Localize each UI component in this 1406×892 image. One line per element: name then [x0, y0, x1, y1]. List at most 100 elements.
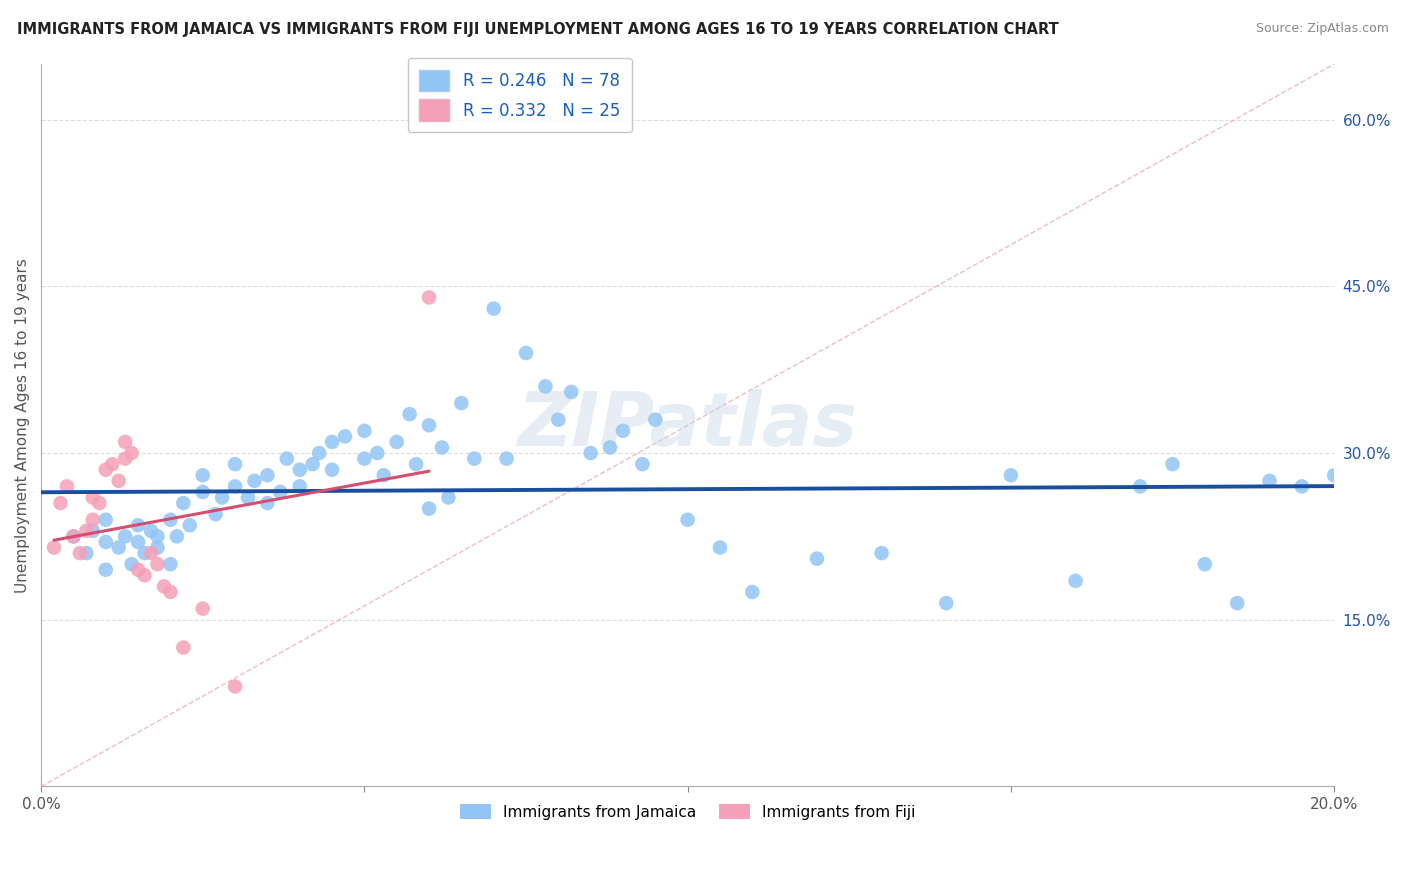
Point — [159, 558, 181, 572]
Y-axis label: Unemployment Among Ages 16 to 19 years: Unemployment Among Ages 16 to 19 years — [15, 258, 30, 592]
Point — [1161, 457, 1184, 471]
Point — [515, 346, 537, 360]
Point — [62, 529, 84, 543]
Point — [159, 585, 181, 599]
Point — [579, 446, 602, 460]
Point — [741, 585, 763, 599]
Point — [288, 463, 311, 477]
Point — [75, 546, 97, 560]
Point — [1000, 468, 1022, 483]
Point — [405, 457, 427, 471]
Point — [547, 413, 569, 427]
Point — [935, 596, 957, 610]
Point — [179, 518, 201, 533]
Point — [107, 474, 129, 488]
Point — [437, 491, 460, 505]
Point — [89, 496, 111, 510]
Point — [107, 541, 129, 555]
Point — [114, 529, 136, 543]
Point — [211, 491, 233, 505]
Point — [612, 424, 634, 438]
Point — [94, 463, 117, 477]
Text: ZIPatlas: ZIPatlas — [517, 389, 858, 462]
Point — [373, 468, 395, 483]
Point — [191, 468, 214, 483]
Point — [75, 524, 97, 538]
Point — [224, 479, 246, 493]
Point — [134, 546, 156, 560]
Point — [166, 529, 188, 543]
Point — [127, 518, 149, 533]
Point — [269, 485, 291, 500]
Point — [153, 579, 176, 593]
Point — [631, 457, 654, 471]
Point — [56, 479, 79, 493]
Point — [288, 479, 311, 493]
Point — [191, 601, 214, 615]
Point — [333, 429, 356, 443]
Point — [94, 563, 117, 577]
Point — [127, 535, 149, 549]
Point — [146, 529, 169, 543]
Point — [62, 529, 84, 543]
Point — [139, 524, 162, 538]
Point — [398, 407, 420, 421]
Point — [94, 535, 117, 549]
Point — [82, 513, 104, 527]
Point — [236, 491, 259, 505]
Point — [121, 558, 143, 572]
Point — [134, 568, 156, 582]
Point — [191, 485, 214, 500]
Point — [172, 640, 194, 655]
Point — [308, 446, 330, 460]
Point — [353, 451, 375, 466]
Point — [82, 524, 104, 538]
Point — [146, 541, 169, 555]
Point — [676, 513, 699, 527]
Point — [49, 496, 72, 510]
Point — [139, 546, 162, 560]
Point — [644, 413, 666, 427]
Point — [495, 451, 517, 466]
Point — [418, 418, 440, 433]
Point — [121, 446, 143, 460]
Point — [560, 384, 582, 399]
Point — [1323, 468, 1346, 483]
Point — [224, 680, 246, 694]
Point — [301, 457, 323, 471]
Point — [430, 441, 453, 455]
Point — [127, 563, 149, 577]
Point — [418, 501, 440, 516]
Point — [114, 451, 136, 466]
Point — [353, 424, 375, 438]
Point — [256, 468, 278, 483]
Point — [204, 507, 226, 521]
Text: IMMIGRANTS FROM JAMAICA VS IMMIGRANTS FROM FIJI UNEMPLOYMENT AMONG AGES 16 TO 19: IMMIGRANTS FROM JAMAICA VS IMMIGRANTS FR… — [17, 22, 1059, 37]
Point — [94, 513, 117, 527]
Point — [463, 451, 485, 466]
Point — [243, 474, 266, 488]
Point — [366, 446, 388, 460]
Point — [276, 451, 298, 466]
Point — [172, 496, 194, 510]
Point — [450, 396, 472, 410]
Point — [69, 546, 91, 560]
Point — [709, 541, 731, 555]
Point — [385, 434, 408, 449]
Point — [321, 463, 343, 477]
Point — [146, 558, 169, 572]
Point — [224, 457, 246, 471]
Point — [599, 441, 621, 455]
Point — [159, 513, 181, 527]
Point — [418, 290, 440, 304]
Point — [1258, 474, 1281, 488]
Point — [82, 491, 104, 505]
Point — [42, 541, 65, 555]
Point — [1226, 596, 1249, 610]
Point — [1194, 558, 1216, 572]
Point — [256, 496, 278, 510]
Point — [806, 551, 828, 566]
Point — [1129, 479, 1152, 493]
Point — [534, 379, 557, 393]
Point — [1064, 574, 1087, 588]
